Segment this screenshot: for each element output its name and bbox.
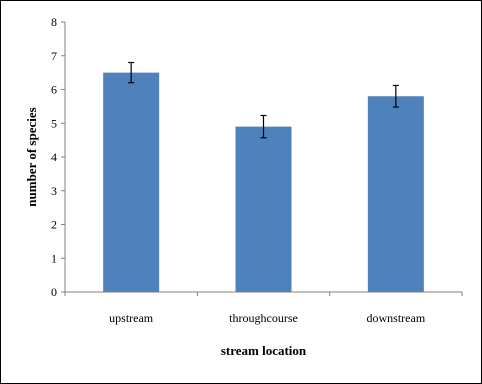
x-tick-label-throughcourse: throughcourse [229, 311, 298, 325]
y-tick-label: 2 [51, 218, 57, 232]
bar-upstream [103, 72, 160, 292]
bar-throughcourse [235, 126, 292, 292]
bars [103, 61, 424, 292]
y-tick-label: 7 [51, 49, 57, 63]
x-tick-labels: upstream throughcourse downstream [64, 292, 463, 325]
y-tick-label: 6 [51, 83, 57, 97]
y-tick-label: 3 [51, 184, 57, 198]
y-tick-label: 8 [51, 15, 57, 29]
x-axis-title: stream location [221, 343, 307, 358]
y-tick-label: 5 [51, 116, 57, 130]
y-tick-label: 1 [51, 251, 57, 265]
bar-downstream [367, 96, 424, 292]
y-tick-label: 4 [51, 150, 57, 164]
x-tick-label-downstream: downstream [367, 311, 426, 325]
y-tick-label: 0 [51, 285, 57, 299]
y-axis-title: number of species [24, 107, 39, 206]
y-ticks: 0 1 2 3 4 5 6 7 8 [51, 15, 65, 299]
x-tick-label-upstream: upstream [109, 311, 154, 325]
